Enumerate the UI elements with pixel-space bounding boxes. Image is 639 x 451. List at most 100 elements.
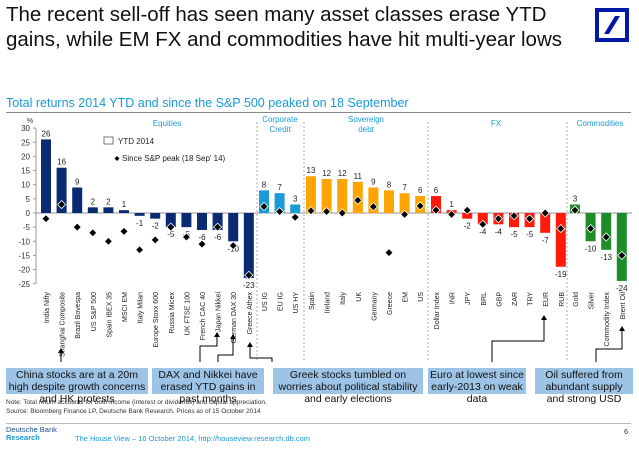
since-peak-marker bbox=[570, 205, 580, 215]
bar-value-label: 6 bbox=[434, 186, 439, 195]
callout-greek: Greek stocks tumbled on worries about po… bbox=[273, 368, 423, 405]
bar-value-label: -10 bbox=[585, 244, 597, 253]
bar-value-label: -6 bbox=[198, 233, 206, 242]
deutsche-bank-logo-icon bbox=[595, 8, 629, 42]
since-peak-marker bbox=[400, 209, 410, 219]
category-label: US IG bbox=[262, 292, 269, 311]
y-tick-label: 5 bbox=[26, 195, 31, 204]
callout-connector bbox=[217, 338, 234, 362]
bar-value-label: 7 bbox=[402, 183, 407, 192]
slide-headline: The recent sell-off has seen many asset … bbox=[6, 3, 562, 51]
category-label: INR bbox=[450, 292, 457, 304]
legend-ytd-label: YTD 2014 bbox=[118, 137, 155, 146]
bar-value-label: 11 bbox=[354, 172, 363, 181]
since-peak-marker bbox=[353, 195, 363, 205]
callout-arrow-icon bbox=[58, 348, 64, 353]
since-peak-marker bbox=[244, 270, 254, 280]
y-tick-label: 10 bbox=[21, 181, 30, 190]
bar-ytd bbox=[243, 213, 254, 279]
bar-value-label: 9 bbox=[371, 178, 376, 187]
callout-connector bbox=[491, 319, 545, 362]
since-peak-marker bbox=[540, 208, 550, 218]
returns-bar-chart: %302520151050-5-10-15-20-25Equities26Ind… bbox=[18, 115, 632, 362]
callout-euro: Euro at lowest since early-2013 on weak … bbox=[428, 368, 526, 405]
y-tick-label: 25 bbox=[21, 138, 30, 147]
category-label: Commodity Index bbox=[604, 292, 611, 347]
category-label: Greece bbox=[387, 292, 394, 315]
bar-value-label: -5 bbox=[510, 230, 518, 239]
category-label: EUR bbox=[543, 292, 550, 307]
callout-arrow-icon bbox=[541, 315, 547, 320]
group-label: Commodities bbox=[577, 119, 624, 128]
bar-ytd bbox=[212, 213, 223, 230]
y-tick-label: -20 bbox=[18, 266, 30, 275]
bar-value-label: -1 bbox=[136, 219, 144, 228]
footnote: Note: Total return accounts for both inc… bbox=[6, 399, 267, 416]
callout-connector bbox=[595, 330, 623, 362]
bar-value-label: 1 bbox=[449, 200, 454, 209]
since-peak-marker bbox=[103, 236, 113, 246]
bar-value-label: 3 bbox=[573, 195, 578, 204]
bar-ytd bbox=[259, 190, 269, 213]
bar-value-label: 26 bbox=[42, 129, 51, 138]
bar-ytd bbox=[290, 204, 301, 213]
category-label: German DAX 30 bbox=[231, 292, 238, 343]
bar-value-label: 13 bbox=[307, 166, 316, 175]
bar-value-label: 2 bbox=[106, 197, 111, 206]
category-label: Japan Nikkei bbox=[216, 292, 223, 333]
bar-value-label: 7 bbox=[277, 183, 282, 192]
bar-value-label: -19 bbox=[555, 270, 567, 279]
category-label: US bbox=[418, 292, 425, 302]
bar-ytd bbox=[197, 213, 207, 230]
top-divider bbox=[6, 112, 631, 113]
bar-value-label: -4 bbox=[479, 227, 487, 236]
bar-ytd bbox=[431, 196, 441, 213]
category-label: Spain IBEX 35 bbox=[106, 292, 113, 338]
since-peak-marker bbox=[119, 226, 129, 236]
y-tick-label: -10 bbox=[18, 237, 30, 246]
bar-ytd bbox=[306, 176, 316, 213]
since-peak-marker bbox=[275, 207, 285, 217]
y-tick-label: 20 bbox=[21, 152, 30, 161]
chart-subtitle: Total returns 2014 YTD and since the S&P… bbox=[6, 96, 409, 110]
since-peak-marker bbox=[322, 207, 332, 217]
callout-arrow-icon bbox=[619, 326, 625, 331]
footer-publication: The House View – 16 October 2014, http:/… bbox=[75, 434, 310, 443]
category-label: Greece Athex bbox=[247, 292, 254, 335]
category-label: GBP bbox=[496, 292, 503, 307]
bar-value-label: 8 bbox=[387, 180, 392, 189]
category-label: Gold bbox=[573, 292, 580, 307]
callout-china: China stocks are at a 20m high despite g… bbox=[6, 368, 148, 405]
category-label: UK FTSE 100 bbox=[184, 292, 191, 335]
category-label: MSCI EM bbox=[122, 292, 129, 322]
since-peak-marker bbox=[213, 222, 223, 232]
category-label: Silver bbox=[589, 291, 596, 309]
bar-value-label: 12 bbox=[338, 169, 347, 178]
since-peak-marker bbox=[72, 222, 82, 232]
callout-connector bbox=[199, 336, 218, 362]
y-axis-unit: % bbox=[27, 118, 33, 125]
bar-value-label: -4 bbox=[495, 227, 503, 236]
bar-ytd bbox=[41, 139, 51, 213]
bar-value-label: -13 bbox=[600, 253, 612, 262]
bar-value-label: 3 bbox=[293, 195, 298, 204]
bar-ytd bbox=[87, 207, 98, 213]
callout-oil: Oil suffered from abundant supply and st… bbox=[535, 368, 633, 405]
bar-ytd bbox=[181, 213, 192, 228]
bar-ytd bbox=[274, 193, 285, 213]
group-label: Equities bbox=[153, 119, 181, 128]
y-tick-label: -25 bbox=[18, 280, 30, 289]
bar-ytd bbox=[134, 213, 145, 216]
bar-ytd bbox=[337, 179, 348, 213]
bar-ytd bbox=[540, 213, 551, 233]
since-peak-marker bbox=[41, 214, 51, 224]
bar-ytd bbox=[399, 193, 410, 213]
y-tick-label: 30 bbox=[21, 124, 30, 133]
since-peak-marker bbox=[57, 199, 67, 210]
group-label: debt bbox=[358, 125, 374, 134]
category-label: EU IG bbox=[278, 292, 285, 311]
callout-arrow-icon bbox=[247, 342, 253, 347]
bar-ytd bbox=[150, 213, 161, 219]
since-peak-marker bbox=[166, 222, 176, 232]
bar-ytd bbox=[119, 210, 129, 213]
